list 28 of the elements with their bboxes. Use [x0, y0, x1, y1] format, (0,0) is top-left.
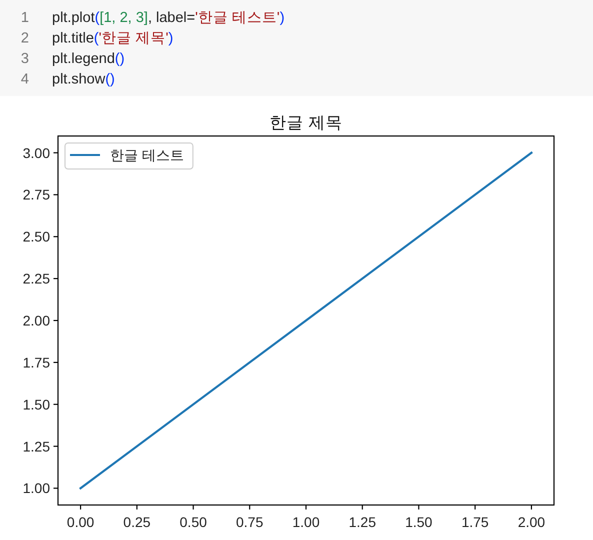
- text: 1: [20, 10, 29, 26]
- x-tick-label: 1.75: [461, 514, 489, 530]
- text: 3: [20, 51, 29, 67]
- x-tick-label: 0.50: [180, 514, 208, 530]
- y-tick-label: 1.50: [22, 396, 50, 412]
- text: 4: [20, 72, 29, 88]
- x-tick-label: 2.00: [518, 514, 546, 530]
- text: plt.title('한글 제목'): [52, 30, 174, 46]
- y-tick-label: 2.00: [22, 312, 50, 328]
- text: plt.plot([1, 2, 3], label='한글 테스트'): [52, 10, 285, 26]
- y-tick-label: 2.75: [22, 186, 50, 203]
- text: 2: [20, 30, 29, 46]
- x-tick-label: 0.25: [123, 514, 151, 530]
- x-tick-label: 0.00: [66, 514, 94, 530]
- y-tick-label: 1.75: [22, 354, 50, 370]
- text: plt.legend(): [52, 51, 125, 67]
- legend-label: 한글 테스트: [110, 147, 184, 163]
- x-tick-label: 1.25: [348, 514, 376, 530]
- x-tick-label: 0.75: [236, 514, 264, 530]
- text: plt.show(): [52, 72, 115, 88]
- y-tick-label: 2.25: [22, 270, 50, 287]
- x-tick-label: 1.00: [292, 514, 320, 530]
- y-tick-label: 3.00: [22, 144, 50, 161]
- y-tick-label: 1.25: [22, 438, 50, 454]
- y-tick-label: 2.50: [22, 228, 50, 245]
- y-tick-label: 1.00: [22, 480, 50, 496]
- chart-title: 한글 제목: [270, 114, 342, 132]
- x-tick-label: 1.50: [405, 514, 433, 530]
